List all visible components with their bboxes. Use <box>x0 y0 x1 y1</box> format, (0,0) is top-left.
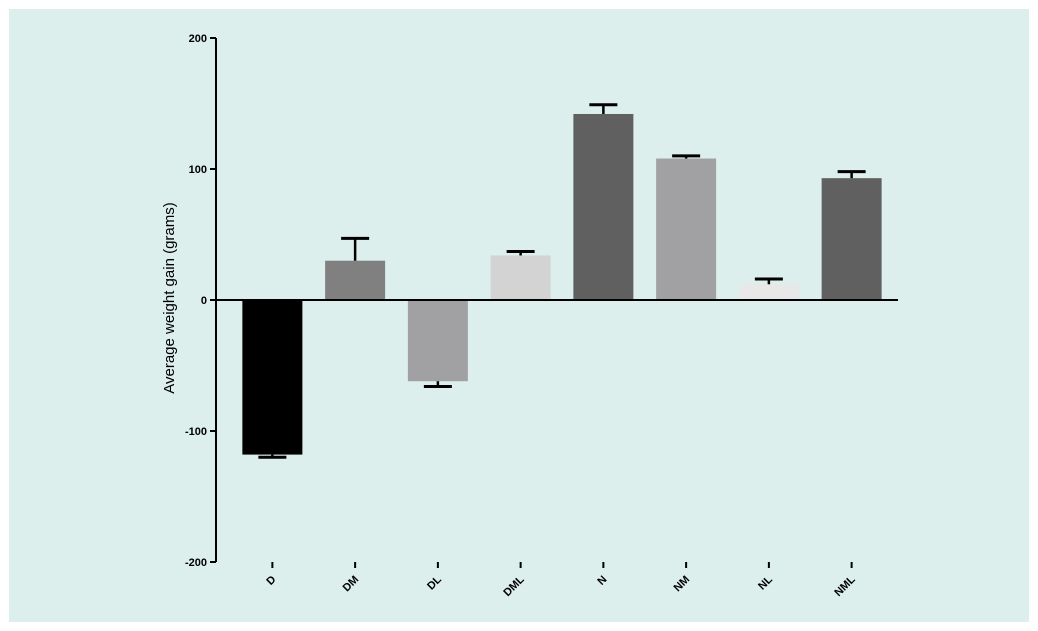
bar-d <box>242 300 303 455</box>
x-tick-label: D <box>264 574 278 588</box>
y-ticks-group: 200 100 0 -100 -200 <box>185 33 216 569</box>
bar-dml <box>490 255 551 300</box>
bar-n <box>573 113 634 300</box>
x-tick-label: NML <box>832 573 858 599</box>
bar-dl <box>407 300 468 382</box>
bar-chart: 200 100 0 -100 -200 D DM DL DML N NM NL NML Average… <box>161 33 898 599</box>
x-tick-label: NM <box>672 574 693 595</box>
y-tick-label: -200 <box>185 557 207 569</box>
y-tick-label: 200 <box>189 33 207 45</box>
bar-dm <box>325 260 386 300</box>
bar-nml <box>821 178 882 300</box>
x-tick-label: DML <box>501 573 527 599</box>
bar-nl <box>738 284 799 300</box>
bars-group <box>242 113 882 455</box>
y-tick-label: -100 <box>185 426 207 438</box>
y-tick-label: 100 <box>189 164 207 176</box>
bar-nm <box>656 158 717 300</box>
x-tick-label: DM <box>341 574 362 595</box>
x-tick-label: NL <box>756 573 775 592</box>
error-bars-group <box>258 103 866 459</box>
y-tick-label: 0 <box>201 295 207 307</box>
y-axis-title: Average weight gain (grams) <box>161 202 178 393</box>
x-ticks-group: D DM DL DML N NM NL NML <box>264 562 858 599</box>
chart-panel: 200 100 0 -100 -200 D DM DL DML N NM NL NML Average… <box>9 9 1029 622</box>
x-tick-label: DL <box>425 573 444 592</box>
x-tick-label: N <box>595 574 609 588</box>
